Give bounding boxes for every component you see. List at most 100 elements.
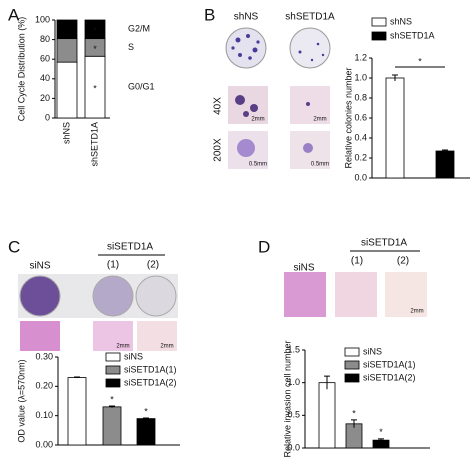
bar-segment <box>84 19 106 40</box>
y-tick-label: 60 <box>40 54 50 64</box>
y-tick-label: 1.2 <box>354 52 367 62</box>
error-bar <box>378 438 384 442</box>
subgroup-label: (1) <box>351 256 363 267</box>
error-bar <box>442 149 448 152</box>
legend-label: siSETD1A(1) <box>124 364 177 374</box>
error-bar <box>109 405 115 408</box>
magnification-label: 40X <box>213 97 224 115</box>
dish-photo <box>225 27 267 69</box>
group-label: shSETD1A <box>285 12 335 23</box>
group-label: siSETD1A <box>107 242 153 253</box>
legend-label: shSETD1A <box>390 30 435 40</box>
legend-label: G2/M <box>128 24 150 34</box>
group-label: siNS <box>293 263 314 274</box>
error-bar <box>324 375 330 390</box>
y-tick-label: 1.0 <box>354 72 367 82</box>
legend-swatch <box>344 373 360 383</box>
micrograph <box>93 321 133 351</box>
micrograph <box>290 86 330 124</box>
legend-label: siNS <box>363 346 382 356</box>
significance: * <box>379 427 383 437</box>
legend-swatch <box>344 347 360 357</box>
legend-swatch <box>344 360 360 370</box>
bar <box>435 150 455 179</box>
legend-label: siSETD1A(1) <box>363 359 416 369</box>
significance: * <box>93 26 97 36</box>
legend-label: S <box>128 42 134 52</box>
bar <box>102 406 122 446</box>
significance: * <box>418 56 422 66</box>
significance: * <box>93 84 97 94</box>
y-axis-label: OD value (λ=570nm) <box>16 359 26 442</box>
scale-label: 2mm <box>160 344 173 350</box>
bar-segment <box>56 61 78 119</box>
legend-label: G0/G1 <box>128 82 155 92</box>
dish-photo <box>135 275 177 317</box>
y-tick-label: 100 <box>35 14 50 24</box>
y-tick-label: 80 <box>40 34 50 44</box>
significance: * <box>144 406 148 416</box>
y-tick-label: 0.2 <box>354 152 367 162</box>
subgroup-label: (2) <box>397 256 409 267</box>
y-axis-label: Relative colonies number <box>343 67 353 168</box>
micrograph <box>335 272 377 317</box>
y-tick-label: 0.0 <box>287 442 300 452</box>
bar-segment <box>56 19 78 40</box>
panel-letter: D <box>258 237 270 256</box>
y-tick-label: 1.5 <box>287 344 300 354</box>
significance: * <box>93 44 97 54</box>
scale-label: 2mm <box>116 344 129 350</box>
bar-segment <box>56 38 78 63</box>
significance: * <box>352 408 356 418</box>
dish-photo <box>19 275 61 317</box>
error-bar <box>74 376 80 379</box>
bar <box>385 77 405 179</box>
subgroup-label: (1) <box>107 260 119 271</box>
magnification-label: 200X <box>213 138 224 162</box>
panel-letter: B <box>204 5 215 24</box>
y-tick-label: 20 <box>40 93 50 103</box>
group-label: shNS <box>234 12 259 23</box>
error-bar <box>143 417 149 420</box>
micrograph <box>20 321 60 351</box>
b-photos: shNS shSETD1A 40X 200X 2mm 2mm 0.5mm 0.5… <box>213 12 335 169</box>
y-tick-label: 0.10 <box>35 410 53 420</box>
colonies <box>231 34 325 62</box>
y-tick-label: 0.0 <box>354 172 367 182</box>
scale-label: 0.5mm <box>249 162 267 168</box>
d-photos: siNS siSETD1A (1) (2) 2mm <box>284 238 427 317</box>
panel-letters: A B C D <box>8 5 270 256</box>
c-photos: siNS siSETD1A (1) (2) 2mm 2mm <box>18 242 178 351</box>
y-tick-label: 40 <box>40 73 50 83</box>
scale-label: 2mm <box>410 309 423 315</box>
subgroup-label: (2) <box>147 260 159 271</box>
error-bar <box>392 74 398 81</box>
legend-label: siNS <box>124 351 143 361</box>
dish-photo <box>92 275 134 317</box>
micrograph <box>228 86 268 124</box>
x-tick-label: shSETD1A <box>89 122 99 167</box>
micrograph <box>284 272 326 317</box>
legend-swatch <box>105 365 121 375</box>
micrograph <box>385 272 427 317</box>
y-axis-label: Cell Cycle Distribution (%) <box>16 17 26 122</box>
x-tick-label: shNS <box>61 122 71 144</box>
panel-letter: C <box>8 237 20 256</box>
bar <box>136 418 156 446</box>
legend-label: shNS <box>390 16 412 26</box>
y-tick-label: 0.20 <box>35 381 53 391</box>
y-tick-label: 0.6 <box>354 112 367 122</box>
legend-swatch <box>105 378 121 388</box>
legend-label: siSETD1A(2) <box>363 372 416 382</box>
scale-label: 2mm <box>313 117 326 123</box>
panel-letter: A <box>8 5 20 24</box>
dish-photo <box>289 27 331 69</box>
bar <box>67 377 87 446</box>
y-tick-label: 0.8 <box>354 92 367 102</box>
bar <box>318 382 336 449</box>
micrograph <box>137 321 177 351</box>
scale-label: 2mm <box>251 117 264 123</box>
legend-swatch <box>371 31 387 41</box>
error-bar <box>351 419 357 428</box>
group-label: siNS <box>29 261 50 272</box>
